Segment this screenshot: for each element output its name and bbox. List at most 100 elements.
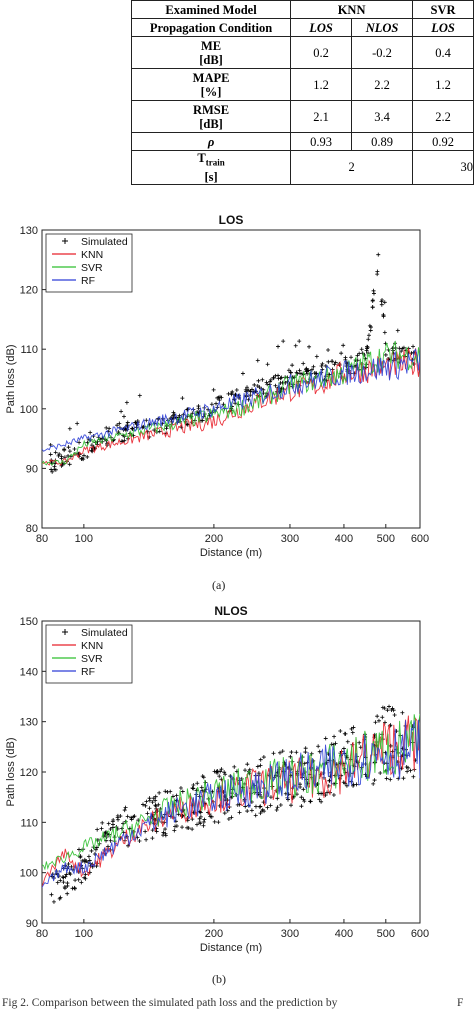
simulated-point: [268, 377, 273, 382]
table-cell: 0.93: [290, 132, 352, 151]
y-tick-label: 130: [20, 225, 38, 237]
y-axis-label: Path loss (dB): [5, 344, 17, 413]
simulated-point: [306, 368, 311, 373]
y-tick-label: 130: [20, 717, 38, 729]
simulated-point: [339, 773, 344, 778]
simulated-point: [212, 819, 217, 824]
simulated-point: [51, 899, 56, 904]
y-tick-label: 110: [20, 817, 38, 829]
simulated-point: [163, 827, 168, 832]
simulated-point: [174, 793, 179, 798]
simulated-point: [216, 395, 221, 400]
chart-title: LOS: [219, 213, 244, 227]
simulated-point: [243, 768, 248, 773]
simulated-point: [298, 371, 303, 376]
simulated-point: [214, 401, 219, 406]
simulated-point: [244, 389, 249, 394]
row-label-main: MAPE: [192, 70, 230, 85]
simulated-point: [190, 411, 195, 416]
x-tick-label: 300: [281, 928, 299, 940]
simulated-point: [218, 769, 223, 774]
simulated-point: [316, 791, 321, 796]
simulated-point: [201, 819, 206, 824]
table-header-row-1: Examined Model KNN SVR: [130, 0, 474, 19]
simulated-point: [411, 344, 416, 349]
simulated-point: [191, 786, 196, 791]
simulated-point: [59, 454, 64, 459]
simulated-point: [226, 817, 231, 822]
simulated-point: [367, 323, 372, 328]
legend-marker: [62, 629, 68, 635]
simulated-point: [226, 391, 231, 396]
simulated-point: [268, 803, 273, 808]
simulated-point: [382, 720, 387, 725]
simulated-point: [147, 796, 152, 801]
simulated-point: [215, 770, 220, 775]
simulated-point: [103, 831, 108, 836]
simulated-point: [319, 799, 324, 804]
simulated-point: [382, 300, 387, 305]
x-tick-label: 400: [335, 928, 353, 940]
simulated-point: [395, 328, 400, 333]
simulated-point: [388, 777, 393, 782]
simulated-point: [143, 829, 148, 834]
simulated-point: [105, 844, 110, 849]
simulated-point: [89, 448, 94, 453]
simulated-point: [256, 378, 261, 383]
simulated-point: [195, 822, 200, 827]
legend-entry-label: KNN: [81, 249, 103, 261]
simulated-point: [332, 734, 337, 739]
simulated-point: [290, 363, 295, 368]
simulated-point: [253, 813, 258, 818]
simulated-point: [100, 820, 105, 825]
simulated-point: [297, 339, 302, 344]
x-tick-label: 200: [205, 928, 223, 940]
simulated-point: [383, 352, 388, 357]
table-cell: 0.89: [350, 132, 414, 151]
simulated-point: [301, 361, 306, 366]
simulated-point: [294, 750, 299, 755]
simulated-point: [277, 750, 282, 755]
simulated-point: [292, 375, 297, 380]
series-line-rf: [42, 719, 420, 888]
simulated-point: [58, 895, 63, 900]
simulated-point: [171, 410, 176, 415]
simulated-point: [107, 426, 112, 431]
plot-marks: [42, 704, 420, 904]
simulated-point: [260, 807, 265, 812]
simulated-point: [57, 452, 62, 457]
simulated-point: [186, 826, 191, 831]
simulated-point: [168, 789, 173, 794]
table-row-mape: MAPE [%] 1.2 2.2 1.2: [130, 68, 474, 101]
simulated-point: [390, 749, 395, 754]
table-cell: 0.2: [290, 36, 352, 69]
simulated-point: [157, 429, 162, 434]
simulated-point: [338, 729, 343, 734]
legend-entry-label: RF: [81, 275, 95, 287]
simulated-point: [245, 762, 250, 767]
simulated-point: [150, 800, 155, 805]
chart-title: NLOS: [214, 605, 247, 618]
simulated-point: [190, 817, 195, 822]
simulated-point: [314, 354, 319, 359]
simulated-point: [86, 854, 91, 859]
simulated-point: [78, 855, 83, 860]
simulated-point: [309, 751, 314, 756]
simulated-point: [119, 409, 124, 414]
simulated-point: [359, 347, 364, 352]
simulated-point: [129, 815, 134, 820]
simulated-point: [289, 803, 294, 808]
header-knn-los: LOS: [290, 18, 352, 37]
simulated-point: [271, 375, 276, 380]
simulated-point: [122, 808, 127, 813]
x-tick-label: 100: [75, 533, 93, 545]
simulated-point: [58, 878, 63, 883]
simulated-point: [65, 891, 70, 896]
legend-entry-label: SVR: [81, 653, 103, 665]
simulated-point: [265, 362, 270, 367]
ttrain-knn: 2: [290, 150, 414, 185]
table-cell: 2.2: [412, 100, 474, 133]
table-header-row-2: Propagation Condition LOS NLOS LOS: [130, 18, 474, 37]
simulated-point: [382, 330, 387, 335]
simulated-point: [343, 781, 348, 786]
